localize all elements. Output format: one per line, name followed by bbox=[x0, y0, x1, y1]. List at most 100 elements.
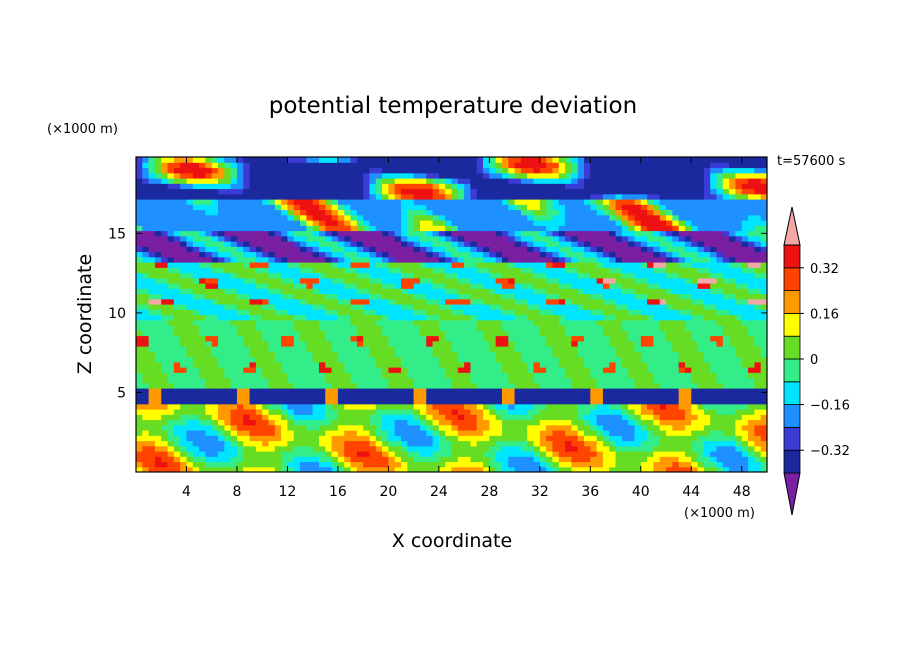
contour-cell bbox=[293, 220, 301, 226]
contour-cell bbox=[621, 351, 629, 358]
contour-cell bbox=[344, 157, 352, 163]
contour-cell bbox=[501, 372, 509, 379]
contour-cell bbox=[401, 414, 408, 421]
contour-cell bbox=[293, 178, 301, 184]
contour-cell bbox=[388, 246, 396, 253]
contour-cell bbox=[293, 225, 301, 232]
contour-cell bbox=[647, 466, 655, 472]
contour-cell bbox=[483, 288, 490, 295]
contour-cell bbox=[262, 461, 270, 468]
contour-cell bbox=[167, 267, 175, 274]
contour-cell bbox=[199, 183, 207, 190]
contour-cell bbox=[173, 419, 181, 426]
contour-cell bbox=[634, 335, 642, 342]
contour-cell bbox=[325, 157, 333, 163]
contour-cell bbox=[325, 235, 333, 242]
contour-cell bbox=[539, 193, 547, 200]
contour-cell bbox=[369, 419, 377, 426]
contour-cell bbox=[533, 193, 541, 200]
contour-cell bbox=[527, 267, 535, 274]
contour-cell bbox=[205, 398, 213, 405]
contour-cell bbox=[584, 372, 591, 379]
contour-cell bbox=[565, 409, 572, 415]
contour-cell bbox=[236, 209, 244, 216]
contour-cell bbox=[464, 283, 472, 289]
contour-cell bbox=[457, 367, 465, 373]
contour-cell bbox=[337, 277, 345, 284]
contour-cell bbox=[142, 272, 150, 279]
contour-cell bbox=[432, 414, 440, 421]
contour-cell bbox=[148, 466, 156, 472]
contour-cell bbox=[243, 430, 251, 436]
contour-cell bbox=[533, 183, 541, 190]
contour-cell bbox=[255, 204, 263, 211]
contour-cell bbox=[255, 388, 263, 394]
contour-cell bbox=[287, 199, 295, 205]
contour-cell bbox=[584, 162, 591, 169]
contour-cell bbox=[457, 409, 465, 415]
contour-cell bbox=[186, 246, 194, 253]
contour-cell bbox=[375, 309, 383, 316]
contour-cell bbox=[426, 262, 434, 268]
contour-cell bbox=[167, 304, 175, 310]
contour-cell bbox=[331, 319, 339, 326]
contour-cell bbox=[495, 272, 503, 279]
contour-cell bbox=[596, 356, 604, 363]
contour-cell bbox=[659, 430, 667, 436]
contour-cell bbox=[457, 340, 465, 347]
contour-cell bbox=[293, 372, 301, 379]
contour-cell bbox=[382, 346, 389, 352]
contour-cell bbox=[539, 393, 547, 400]
contour-cell bbox=[558, 440, 566, 447]
contour-cell bbox=[205, 340, 213, 347]
contour-cell bbox=[281, 377, 289, 384]
contour-cell bbox=[199, 372, 207, 379]
contour-cell bbox=[173, 382, 181, 389]
contour-cell bbox=[148, 256, 156, 263]
contour-cell bbox=[205, 319, 213, 326]
contour-cell bbox=[211, 157, 219, 163]
contour-cell bbox=[167, 188, 175, 195]
contour-cell bbox=[520, 409, 528, 415]
contour-cell bbox=[602, 230, 610, 237]
contour-cell bbox=[476, 325, 484, 331]
contour-cell bbox=[262, 388, 270, 394]
contour-cell bbox=[318, 456, 326, 463]
contour-cell bbox=[136, 330, 143, 337]
contour-cell bbox=[249, 445, 257, 452]
contour-cell bbox=[514, 456, 522, 463]
contour-cell bbox=[438, 262, 446, 268]
contour-cell bbox=[375, 325, 383, 331]
contour-cell bbox=[602, 157, 610, 163]
contour-cell bbox=[337, 162, 345, 169]
contour-cell bbox=[281, 414, 289, 421]
contour-cell bbox=[236, 440, 244, 447]
contour-cell bbox=[192, 188, 200, 195]
contour-cell bbox=[268, 398, 276, 405]
contour-cell bbox=[407, 283, 415, 289]
contour-cell bbox=[659, 440, 667, 447]
contour-cell bbox=[186, 188, 194, 195]
contour-cell bbox=[318, 293, 326, 300]
contour-cell bbox=[495, 256, 503, 263]
contour-cell bbox=[508, 214, 516, 221]
contour-cell bbox=[451, 403, 459, 410]
contour-cell bbox=[602, 414, 610, 421]
contour-cell bbox=[205, 430, 213, 436]
contour-cell bbox=[577, 367, 585, 373]
contour-cell bbox=[382, 377, 389, 384]
contour-cell bbox=[571, 346, 579, 352]
contour-cell bbox=[388, 435, 396, 442]
contour-cell bbox=[419, 304, 427, 310]
contour-cell bbox=[508, 283, 516, 289]
contour-cell bbox=[457, 382, 465, 389]
contour-cell bbox=[565, 283, 572, 289]
contour-cell bbox=[230, 351, 238, 358]
contour-cell bbox=[274, 246, 282, 253]
contour-cell bbox=[369, 199, 377, 205]
contour-cell bbox=[211, 372, 219, 379]
contour-cell bbox=[584, 309, 591, 316]
contour-cell bbox=[501, 461, 509, 468]
contour-cell bbox=[634, 241, 642, 247]
contour-cell bbox=[596, 157, 604, 163]
